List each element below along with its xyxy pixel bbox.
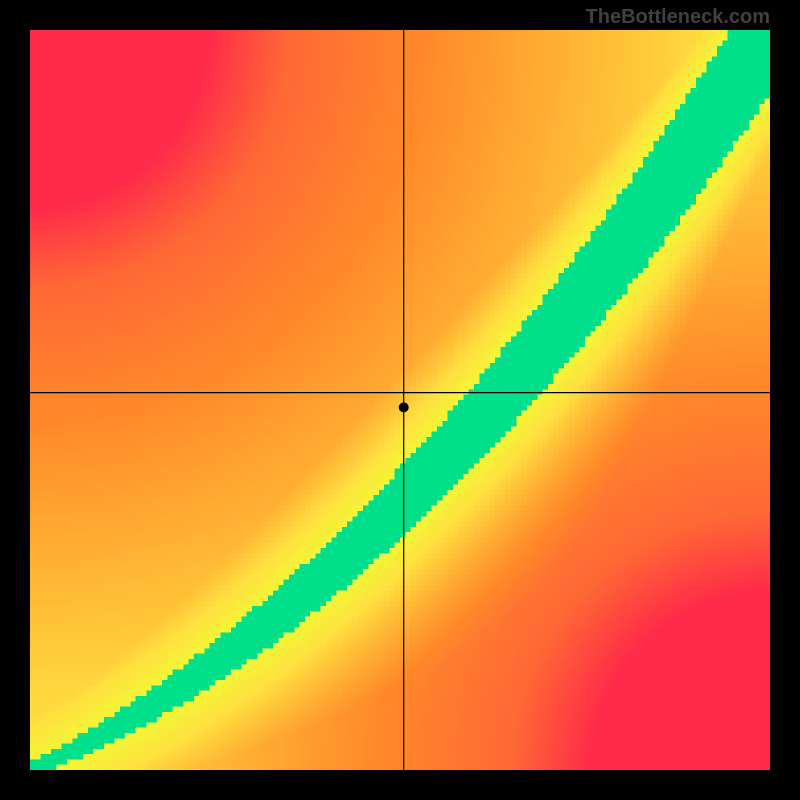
watermark-text: TheBottleneck.com [586, 6, 770, 29]
bottleneck-heatmap [30, 30, 770, 770]
chart-container: { "watermark": { "text": "TheBottleneck.… [0, 0, 800, 800]
